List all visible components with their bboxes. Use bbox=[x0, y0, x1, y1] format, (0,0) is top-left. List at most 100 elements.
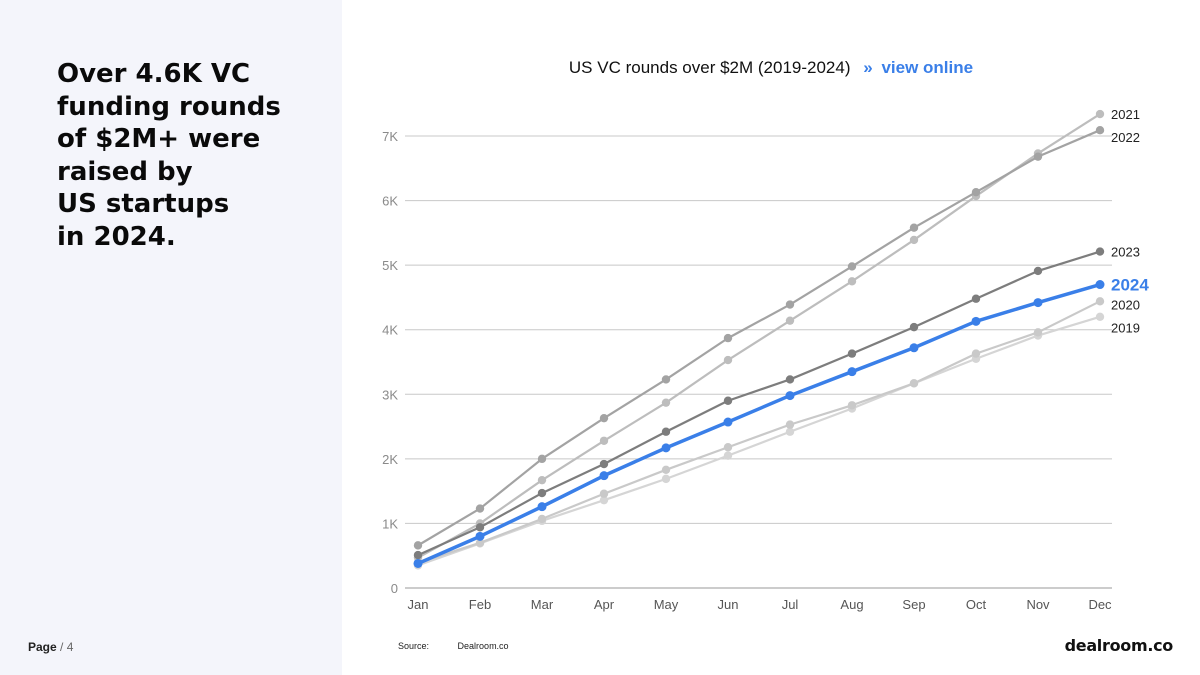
y-tick-label: 0 bbox=[391, 581, 398, 596]
data-point-2023 bbox=[909, 322, 919, 332]
headline-line: Over 4.6K VC bbox=[57, 59, 251, 89]
data-point-2024 bbox=[723, 417, 733, 427]
x-tick-label: Jun bbox=[718, 597, 739, 612]
series-label-2023: 2023 bbox=[1111, 245, 1140, 260]
view-online-link[interactable]: view online bbox=[881, 58, 974, 77]
series-label-2021: 2021 bbox=[1111, 107, 1140, 122]
data-point-2023 bbox=[537, 488, 547, 498]
link-arrow-icon: » bbox=[863, 58, 873, 77]
data-point-2024 bbox=[599, 471, 609, 481]
x-tick-label: Jan bbox=[408, 597, 429, 612]
series-label-2020: 2020 bbox=[1111, 298, 1140, 313]
data-point-2019 bbox=[661, 474, 671, 484]
data-point-2023 bbox=[599, 459, 609, 469]
data-point-2020 bbox=[971, 349, 981, 358]
chart-title-row: US VC rounds over $2M (2019-2024) » view… bbox=[342, 58, 1200, 78]
series-label-2024: 2024 bbox=[1111, 276, 1149, 295]
x-tick-label: Aug bbox=[840, 597, 863, 612]
chart-title: US VC rounds over $2M (2019-2024) bbox=[568, 58, 851, 77]
data-point-2022 bbox=[909, 223, 919, 232]
data-point-2024 bbox=[537, 502, 547, 512]
headline-line: raised by bbox=[57, 156, 193, 187]
data-point-2024 bbox=[1033, 298, 1043, 308]
source-label: Source: bbox=[398, 641, 430, 651]
dealroom-logo: dealroom.co bbox=[1064, 636, 1174, 655]
data-point-2019 bbox=[785, 427, 795, 436]
data-point-2022 bbox=[723, 333, 733, 343]
x-tick-label: Oct bbox=[966, 597, 987, 612]
data-point-2023 bbox=[1033, 266, 1043, 276]
page-indicator: Page / 4 bbox=[28, 640, 73, 654]
y-tick-label: 7K bbox=[382, 129, 398, 144]
data-point-2020 bbox=[599, 489, 609, 498]
x-tick-label: Mar bbox=[531, 597, 554, 612]
data-point-2021 bbox=[785, 316, 795, 325]
y-tick-label: 1K bbox=[382, 516, 398, 531]
data-point-2021 bbox=[909, 235, 919, 245]
data-point-2021 bbox=[723, 355, 733, 365]
headline: Over 4.6K VC funding rounds of $2M+ were… bbox=[57, 58, 327, 253]
series-line-2019 bbox=[417, 315, 1101, 567]
x-tick-label: Apr bbox=[594, 597, 615, 612]
data-point-2021 bbox=[847, 277, 857, 286]
data-point-2023 bbox=[785, 375, 795, 384]
data-point-2023 bbox=[723, 396, 733, 405]
data-point-2021 bbox=[1095, 109, 1105, 119]
data-point-2020 bbox=[661, 465, 671, 475]
y-tick-label: 5K bbox=[382, 258, 398, 273]
data-point-2024 bbox=[785, 391, 795, 401]
data-point-2020 bbox=[723, 443, 733, 452]
page-separator: / bbox=[60, 640, 64, 654]
x-tick-label: Dec bbox=[1088, 597, 1112, 612]
y-tick-label: 4K bbox=[382, 323, 398, 338]
series-label-2022: 2022 bbox=[1111, 130, 1140, 145]
data-point-2023 bbox=[1095, 247, 1105, 256]
data-point-2022 bbox=[599, 413, 609, 423]
data-point-2019 bbox=[1095, 312, 1105, 321]
data-point-2020 bbox=[909, 379, 919, 388]
source-note: Source: Dealroom.co bbox=[398, 641, 509, 651]
series-line-2024 bbox=[417, 282, 1101, 566]
data-point-2023 bbox=[661, 427, 671, 436]
data-point-2024 bbox=[847, 367, 857, 377]
data-point-2019 bbox=[723, 451, 733, 460]
series-line-2020 bbox=[417, 300, 1101, 564]
data-point-2020 bbox=[847, 401, 857, 410]
series-line-2023 bbox=[417, 250, 1101, 557]
data-point-2023 bbox=[475, 523, 485, 532]
data-point-2024 bbox=[475, 531, 485, 541]
data-point-2022 bbox=[971, 187, 981, 197]
data-point-2022 bbox=[847, 262, 857, 271]
data-point-2022 bbox=[785, 300, 795, 309]
y-tick-label: 2K bbox=[382, 452, 398, 467]
y-tick-label: 3K bbox=[382, 387, 398, 402]
data-point-2024 bbox=[909, 343, 919, 353]
data-point-2024 bbox=[971, 316, 981, 326]
data-point-2024 bbox=[413, 558, 423, 568]
series-line-2021 bbox=[417, 113, 1101, 559]
series-label-2019: 2019 bbox=[1111, 321, 1140, 336]
data-point-2024 bbox=[661, 443, 671, 453]
y-tick-label: 6K bbox=[382, 194, 398, 209]
data-point-2022 bbox=[1033, 152, 1043, 161]
source-value: Dealroom.co bbox=[457, 641, 509, 651]
data-point-2023 bbox=[413, 550, 423, 560]
data-point-2024 bbox=[1095, 280, 1105, 290]
x-tick-label: Feb bbox=[469, 597, 491, 612]
x-tick-label: May bbox=[654, 597, 679, 612]
headline-line: US startups bbox=[57, 189, 230, 219]
x-tick-label: Nov bbox=[1026, 597, 1050, 612]
headline-line: of $2M+ were bbox=[57, 124, 261, 154]
data-point-2022 bbox=[537, 454, 547, 464]
x-tick-label: Jul bbox=[782, 597, 799, 612]
series-line-2022 bbox=[417, 129, 1101, 547]
data-point-2019 bbox=[599, 495, 609, 505]
data-point-2023 bbox=[971, 294, 981, 303]
data-point-2020 bbox=[537, 514, 547, 524]
page-label: Page bbox=[28, 640, 57, 654]
data-point-2020 bbox=[785, 420, 795, 429]
page-number: 4 bbox=[66, 640, 74, 654]
data-point-2022 bbox=[475, 504, 485, 513]
data-point-2020 bbox=[1033, 328, 1043, 337]
